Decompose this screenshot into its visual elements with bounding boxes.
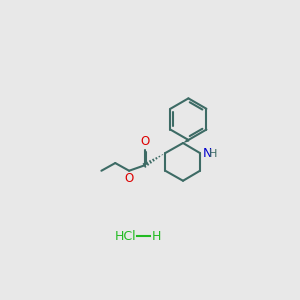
Text: H: H <box>152 230 162 243</box>
Text: HCl: HCl <box>114 230 136 243</box>
Text: N: N <box>202 146 212 160</box>
Text: O: O <box>124 172 134 184</box>
Text: H: H <box>209 149 218 159</box>
Polygon shape <box>183 138 189 143</box>
Text: O: O <box>141 135 150 148</box>
